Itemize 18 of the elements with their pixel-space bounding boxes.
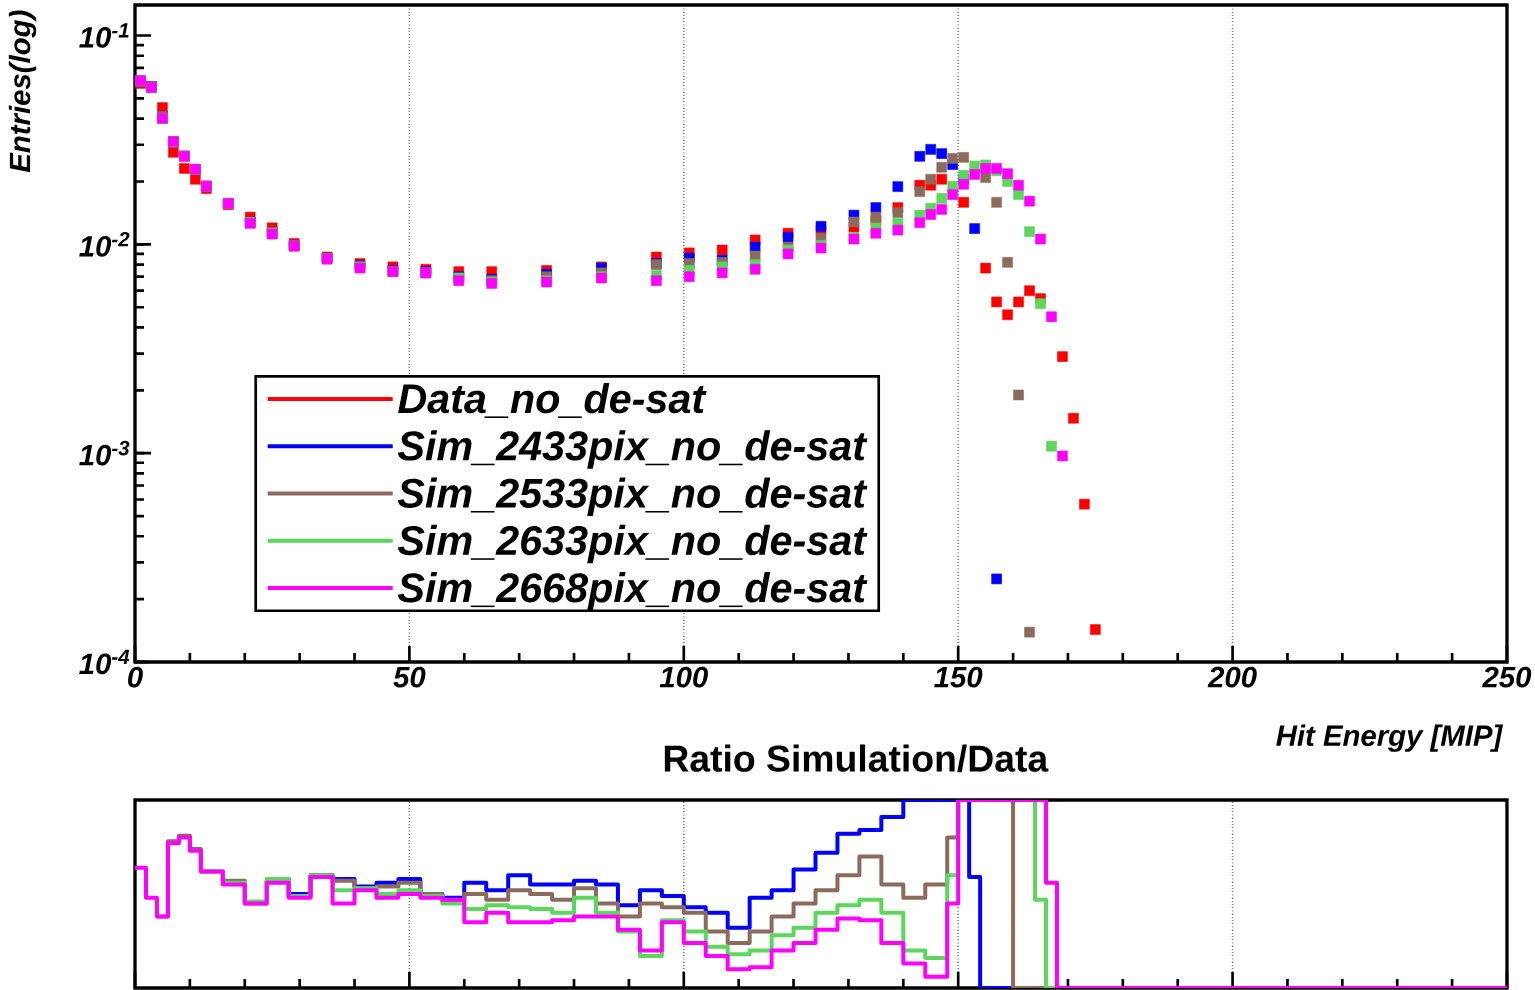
y-tick-label: 10$^{-3}$ xyxy=(79,440,130,466)
legend-label: Data_no_de-sat xyxy=(398,382,707,418)
x-tick-label: 200 xyxy=(1207,666,1257,688)
legend-label: Sim_2433pix_no_de-sat xyxy=(397,430,868,469)
x-axis-title: Hit Energy [MIP] xyxy=(1276,724,1504,752)
chart-title: Ratio Simulation/Data xyxy=(664,744,1049,773)
x-tick-label: 250 xyxy=(1482,666,1532,688)
legend-label: Sim_2533pix_no_de-sat xyxy=(397,477,868,517)
x-tick-label: 100 xyxy=(659,666,708,688)
y-tick-label: 10$^{-2}$ xyxy=(79,232,130,257)
legend-label: Sim_2633pix_no_de-sat xyxy=(397,524,868,564)
y-axis-title: Entries(log) xyxy=(8,10,37,173)
legend-label: Sim_2668pix_no_de-sat xyxy=(397,572,868,611)
y-tick-label: 10$^{-4}$ xyxy=(79,649,130,675)
y-tick-label: 10$^{-1}$ xyxy=(79,23,129,48)
x-tick-label: 150 xyxy=(934,666,983,688)
x-tick-label: 0 xyxy=(128,666,143,688)
x-tick-label: 50 xyxy=(393,666,426,688)
